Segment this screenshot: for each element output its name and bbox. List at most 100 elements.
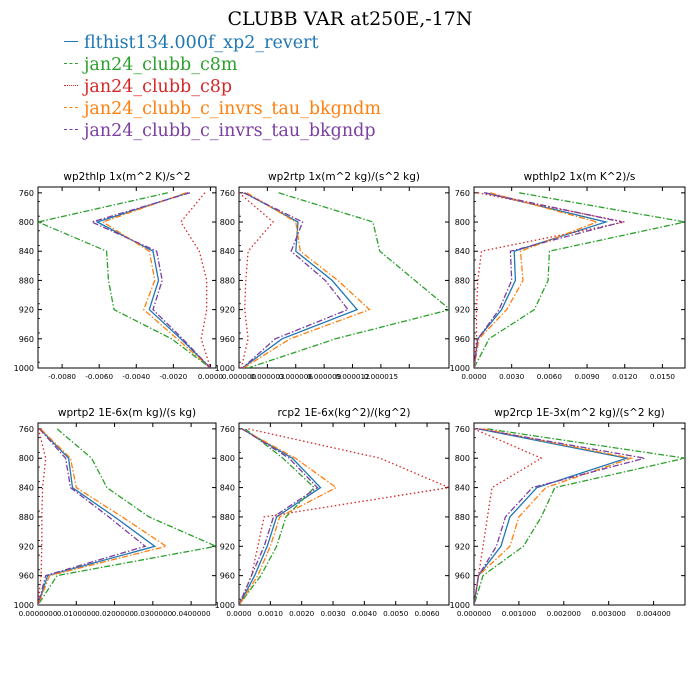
series-line-4 (243, 192, 371, 368)
y-tick-label: 960 (19, 572, 34, 581)
series-line-1 (38, 428, 157, 605)
y-tick-label: 800 (19, 454, 34, 463)
series-line-3 (474, 428, 543, 605)
y-tick-label: 960 (455, 572, 470, 581)
series-line-2 (247, 192, 449, 368)
x-tick-label: 0.003000 (592, 609, 627, 618)
y-tick-label: 1000 (450, 364, 470, 373)
y-tick-label: 1000 (14, 364, 34, 373)
series-line-5 (474, 428, 645, 605)
x-tick-label: 0.0060 (537, 372, 563, 381)
y-tick-label: 800 (455, 454, 470, 463)
y-tick-label: 840 (455, 484, 470, 493)
plot-frame (238, 186, 450, 369)
panel-4: wprtp2 1E-6x(m kg)/(s kg) 760 800 840 880 920… (14, 407, 217, 618)
x-tick-label: 0.0100000 (57, 609, 96, 618)
series-line-4 (474, 192, 600, 368)
panel-title: wprtp2 1E-6x(m kg)/(s kg) (58, 407, 196, 419)
y-tick-label: 960 (220, 572, 235, 581)
series-line-4 (101, 192, 211, 368)
x-tick-label: 0.002000 (547, 609, 582, 618)
plot-frame (37, 186, 217, 369)
x-tick-label: 0.0060 (414, 609, 440, 618)
series-line-4 (239, 428, 338, 605)
x-tick-label: 0.000000 (457, 609, 492, 618)
panel-3: wpthlp2 1x(m K^2)/s 760 800 840 880 920 960 100… (450, 171, 686, 381)
legend-label: jan24_clubb_c8p (84, 77, 233, 97)
y-tick-label: 760 (220, 189, 235, 198)
y-tick-label: 760 (455, 189, 470, 198)
series-line-1 (242, 192, 359, 368)
x-tick-label: 0.000015 (364, 372, 398, 381)
series-line-3 (474, 192, 625, 368)
y-tick-label: 840 (19, 484, 34, 493)
x-tick-label: 0.0300000 (133, 609, 172, 618)
y-tick-label: 800 (220, 454, 235, 463)
series-line-5 (239, 428, 319, 605)
y-tick-label: 920 (19, 306, 34, 315)
y-tick-label: 760 (455, 425, 470, 434)
x-tick-label: 0.000003 (250, 372, 284, 381)
plot-frame (238, 422, 450, 606)
legend-item: jan24_clubb_c8m (64, 54, 381, 76)
y-tick-label: 1000 (450, 601, 470, 610)
y-tick-label: 960 (19, 335, 34, 344)
x-tick-label: 0.0000 (226, 609, 252, 618)
legend-swatch (64, 63, 78, 64)
x-tick-label: 0.001000 (502, 609, 537, 618)
x-tick-label: 0.0030 (499, 372, 525, 381)
legend-item: jan24_clubb_c_invrs_tau_bkgndp (64, 120, 381, 142)
panel-title: rcp2 1E-6x(kg^2)/(kg^2) (278, 407, 411, 419)
x-tick-label: 0.0030 (320, 609, 346, 618)
series-line-1 (239, 428, 322, 605)
x-tick-label: 0.0000 (461, 372, 487, 381)
legend-item: jan24_clubb_c8p (64, 76, 381, 98)
x-tick-label: 0.0200000 (95, 609, 134, 618)
x-tick-label: 0.0150 (650, 372, 676, 381)
y-tick-label: 840 (19, 247, 34, 256)
panel-5: rcp2 1E-6x(kg^2)/(kg^2) 760 800 840 880 920 96… (215, 407, 450, 618)
series-line-3 (239, 192, 275, 368)
panel-2: wp2rtp 1x(m^2 kg)/(s^2 kg) 760 800 840 880 92… (215, 171, 450, 381)
x-tick-label: 0.0020 (289, 609, 315, 618)
legend: flthist134.000f_xp2_revert jan24_clubb_c8… (64, 32, 381, 142)
y-tick-label: 920 (455, 306, 470, 315)
panel-title: wpthlp2 1x(m K^2)/s (524, 171, 636, 183)
x-tick-label: 0.000000 (222, 372, 257, 381)
figure-title: CLUBB VAR at250E,-17N (227, 8, 473, 30)
y-tick-label: 760 (19, 189, 34, 198)
panel-1: wp2thlp 1x(m^2 K)/s^2 760 800 840 880 920 960 1… (14, 171, 224, 381)
series-line-1 (474, 192, 609, 368)
series-line-5 (474, 192, 623, 368)
x-tick-label: 0.004000 (636, 609, 671, 618)
legend-label: jan24_clubb_c_invrs_tau_bkgndp (84, 121, 376, 141)
series-line-2 (239, 428, 316, 605)
legend-swatch (64, 107, 78, 108)
legend-label: flthist134.000f_xp2_revert (84, 33, 319, 53)
y-tick-label: 800 (455, 218, 470, 227)
y-tick-label: 960 (220, 335, 235, 344)
x-tick-label: 0.0040 (352, 609, 378, 618)
x-tick-label: -0.0040 (122, 372, 150, 381)
plot-frame (473, 422, 686, 606)
y-tick-label: 760 (19, 425, 34, 434)
panel-title: wp2thlp 1x(m^2 K)/s^2 (63, 171, 190, 183)
legend-item: flthist134.000f_xp2_revert (64, 32, 381, 54)
y-tick-label: 840 (455, 247, 470, 256)
series-line-3 (38, 428, 47, 605)
x-tick-label: 0.0090 (574, 372, 600, 381)
y-tick-label: 880 (220, 513, 235, 522)
x-tick-label: 0.0010 (258, 609, 284, 618)
series-line-2 (474, 428, 685, 605)
x-tick-label: 0.0400000 (172, 609, 211, 618)
y-tick-label: 880 (19, 513, 34, 522)
series-line-4 (38, 428, 168, 605)
legend-swatch (64, 85, 78, 86)
y-tick-label: 1000 (215, 364, 235, 373)
y-tick-label: 920 (220, 542, 235, 551)
series-line-3 (179, 192, 212, 368)
y-tick-label: 880 (220, 276, 235, 285)
x-tick-label: 0.0050 (383, 609, 409, 618)
legend-swatch (64, 129, 78, 130)
y-tick-label: 920 (455, 542, 470, 551)
